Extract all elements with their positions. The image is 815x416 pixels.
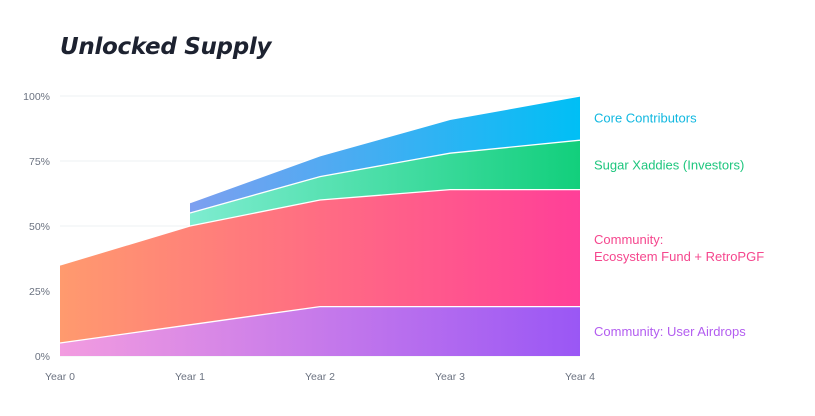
- series-label: Community: User Airdrops: [594, 324, 746, 339]
- series-area: [190, 96, 580, 213]
- series-boundary: [59, 305, 580, 344]
- series-label: Sugar Xaddies (Investors): [594, 157, 744, 172]
- series-labels: Community: User Airdrops Community: Ecosys…: [594, 111, 764, 339]
- chart-title: Unlocked Supply: [60, 34, 272, 60]
- series-area: [190, 140, 580, 226]
- x-tick-label: Year 1: [175, 371, 205, 383]
- x-tick-label: Year 3: [435, 371, 465, 383]
- y-tick-label: 75%: [29, 156, 50, 168]
- series-boundary: [59, 188, 580, 266]
- y-axis-ticks: 0% 25% 50% 75% 100%: [23, 91, 50, 363]
- series-label: Core Contributors: [594, 111, 697, 126]
- series-label: Community: Ecosystem Fund + RetroPGF: [594, 232, 764, 264]
- y-tick-label: 0%: [35, 351, 50, 363]
- y-tick-label: 50%: [29, 221, 50, 233]
- area-series: [60, 96, 580, 356]
- series-boundary: [189, 139, 581, 214]
- y-tick-label: 100%: [23, 91, 50, 103]
- x-tick-label: Year 0: [45, 371, 75, 383]
- series-area: [60, 189, 580, 343]
- x-tick-label: Year 2: [305, 371, 335, 383]
- series-separators: [59, 95, 581, 344]
- y-tick-label: 25%: [29, 286, 50, 298]
- x-axis-ticks: Year 0 Year 1 Year 2 Year 3 Year 4: [45, 371, 595, 383]
- series-area: [60, 306, 580, 356]
- x-tick-label: Year 4: [565, 371, 595, 383]
- series-boundary: [189, 95, 581, 204]
